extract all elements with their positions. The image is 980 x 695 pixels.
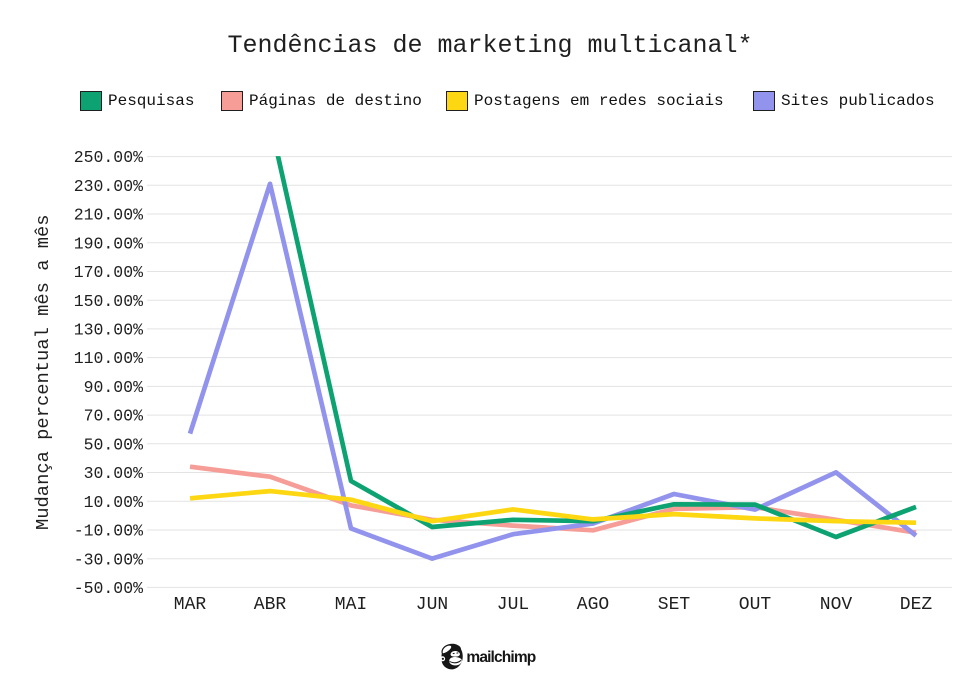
svg-text:ABR: ABR: [254, 595, 287, 615]
svg-text:210.00%: 210.00%: [74, 206, 143, 225]
svg-text:-30.00%: -30.00%: [74, 550, 143, 569]
svg-text:DEZ: DEZ: [900, 595, 933, 615]
svg-text:190.00%: 190.00%: [74, 234, 143, 253]
svg-text:-10.00%: -10.00%: [74, 522, 143, 541]
svg-text:230.00%: 230.00%: [74, 177, 143, 196]
svg-text:10.00%: 10.00%: [84, 493, 144, 512]
svg-text:90.00%: 90.00%: [84, 378, 144, 397]
svg-text:170.00%: 170.00%: [74, 263, 143, 282]
svg-text:MAI: MAI: [335, 595, 367, 615]
svg-text:70.00%: 70.00%: [84, 407, 144, 426]
svg-text:30.00%: 30.00%: [84, 464, 144, 483]
svg-text:110.00%: 110.00%: [74, 349, 143, 368]
svg-text:50.00%: 50.00%: [84, 435, 144, 454]
svg-text:JUN: JUN: [416, 595, 448, 615]
svg-text:150.00%: 150.00%: [74, 292, 143, 311]
svg-text:MAR: MAR: [174, 595, 207, 615]
svg-text:JUL: JUL: [497, 595, 529, 615]
svg-text:250.00%: 250.00%: [74, 148, 143, 167]
svg-text:OUT: OUT: [739, 595, 772, 615]
svg-text:SET: SET: [658, 595, 691, 615]
svg-text:NOV: NOV: [820, 595, 853, 615]
svg-text:mailchimp: mailchimp: [466, 649, 535, 666]
svg-text:130.00%: 130.00%: [74, 321, 143, 340]
svg-text:AGO: AGO: [577, 595, 609, 615]
svg-text:-50.00%: -50.00%: [74, 579, 143, 598]
